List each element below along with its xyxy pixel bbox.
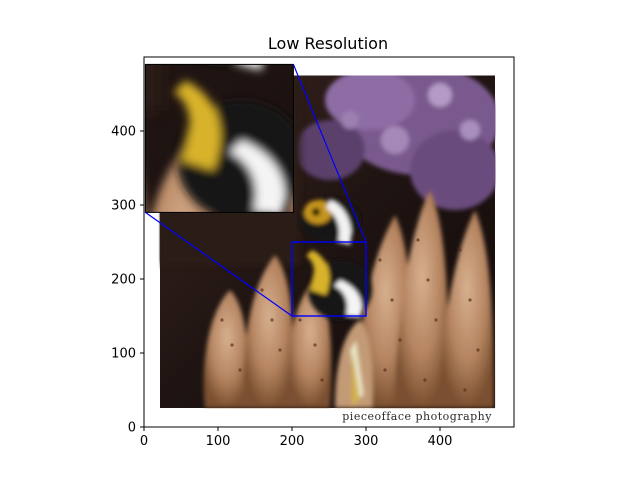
x-tick-label: 400 — [428, 434, 453, 449]
watermark-text: pieceofface photography — [342, 410, 492, 423]
axes-frame — [143, 56, 515, 428]
axes-spines — [143, 56, 515, 428]
y-tick-label: 100 — [111, 347, 136, 362]
x-axis: 0 100 200 300 400 — [140, 427, 453, 449]
y-tick-label: 0 — [128, 421, 136, 436]
zoom-region-box — [291, 241, 367, 317]
zoom-connector-top — [292, 64, 367, 243]
y-axis: 0 100 200 300 400 — [111, 125, 144, 436]
x-tick-label: 0 — [140, 434, 148, 449]
zoom-connector-bottom — [145, 211, 293, 317]
chart-title: Low Resolution — [268, 34, 388, 53]
y-tick-label: 300 — [111, 199, 136, 214]
x-tick-label: 300 — [354, 434, 379, 449]
x-tick-label: 100 — [206, 434, 231, 449]
y-tick-label: 400 — [111, 125, 136, 140]
inset-frame — [144, 63, 294, 213]
x-tick-label: 200 — [280, 434, 305, 449]
inset-zoom — [144, 63, 294, 213]
y-tick-label: 200 — [111, 273, 136, 288]
